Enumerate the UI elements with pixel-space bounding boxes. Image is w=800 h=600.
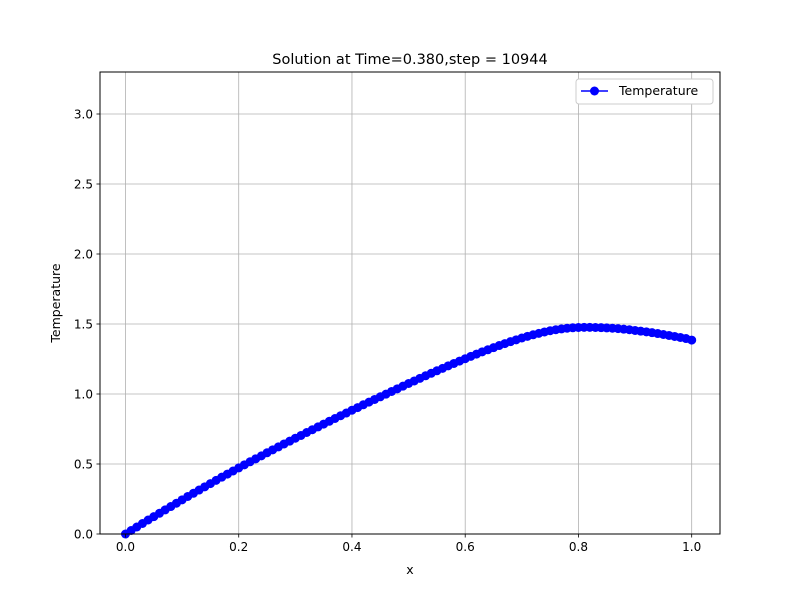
legend-marker	[590, 86, 599, 96]
x-tick-label: 0.0	[116, 540, 135, 554]
y-tick-label: 3.0	[74, 108, 93, 122]
x-axis-ticks: 0.0 0.2 0.4 0.6 0.8 1.0	[116, 534, 701, 554]
x-axis-label: x	[406, 562, 413, 577]
data-point	[687, 335, 697, 345]
y-axis-ticks: 0.0 0.5 1.0 1.5 2.0 2.5 3.0	[74, 108, 100, 542]
x-tick-label: 1.0	[682, 540, 701, 554]
x-tick-label: 0.2	[229, 540, 248, 554]
plot-area	[100, 72, 720, 534]
y-tick-label: 2.0	[74, 248, 93, 262]
y-tick-label: 0.5	[74, 458, 93, 472]
series-layer	[120, 322, 697, 539]
x-tick-label: 0.4	[342, 540, 361, 554]
legend: Temperature	[575, 78, 714, 105]
y-tick-label: 0.0	[74, 528, 93, 542]
y-tick-label: 1.0	[74, 388, 93, 402]
grid	[100, 72, 720, 535]
plot-frame	[99, 71, 721, 535]
legend-label: Temperature	[618, 83, 698, 98]
x-tick-label: 0.8	[569, 540, 588, 554]
y-axis-label: Temperature	[48, 263, 63, 343]
y-tick-label: 2.5	[74, 178, 93, 192]
x-tick-label: 0.6	[456, 540, 475, 554]
y-tick-label: 1.5	[74, 318, 93, 332]
chart-title: Solution at Time=0.380,step = 10944	[272, 52, 547, 68]
legend-box	[575, 78, 714, 105]
